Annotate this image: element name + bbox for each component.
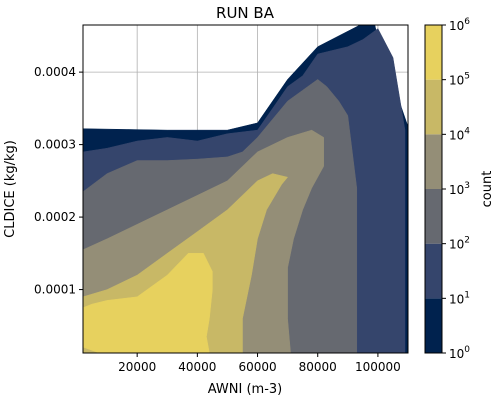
colorbar-tick-label: 105 (449, 72, 470, 88)
x-tick-label: 40000 (178, 360, 216, 374)
y-tick-label: 0.0002 (34, 210, 76, 224)
colorbar-tick-label: 106 (449, 17, 470, 33)
colorbar-segment (425, 134, 442, 189)
colorbar: 100 101 102 103 104 105 106 (424, 17, 470, 361)
colorbar-tick-label: 101 (449, 290, 470, 306)
colorbar-tick-label: 104 (449, 126, 470, 142)
y-tick-label: 0.0003 (34, 138, 76, 152)
y-tick-label: 0.0004 (34, 65, 76, 79)
colorbar-segment (425, 79, 442, 135)
contour-region-level-6 (83, 347, 99, 353)
x-tick-label: 60000 (238, 360, 276, 374)
x-axis-label: AWNI (m-3) (208, 382, 283, 397)
colorbar-segment (425, 298, 442, 353)
y-axis-label: CLDICE (kg/kg) (3, 140, 18, 238)
x-axis: 20000 40000 60000 80000 100000 (118, 353, 401, 374)
x-tick-label: 20000 (118, 360, 156, 374)
chart-title: RUN BA (216, 4, 275, 22)
plot-frame (82, 24, 409, 354)
y-axis: 0.0001 0.0002 0.0003 0.0004 (34, 65, 83, 297)
colorbar-tick-label: 100 (449, 345, 470, 361)
colorbar-segment (425, 243, 442, 299)
y-tick-label: 0.0001 (34, 283, 76, 297)
colorbar-label: count (480, 171, 495, 208)
contour-fills (83, 25, 408, 353)
colorbar-segment (425, 25, 442, 80)
colorbar-tick-label: 102 (449, 236, 470, 252)
x-tick-label: 80000 (299, 360, 337, 374)
contour-region-level-5 (83, 253, 213, 353)
colorbar-tick-label: 103 (449, 181, 470, 197)
colorbar-segment (425, 189, 442, 244)
x-tick-label: 100000 (355, 360, 401, 374)
